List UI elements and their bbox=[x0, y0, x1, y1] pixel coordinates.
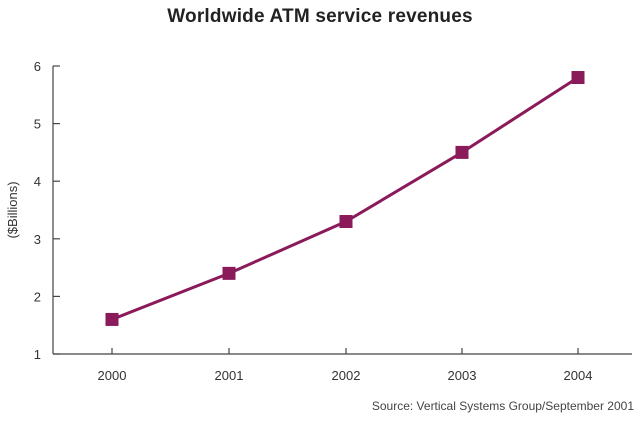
data-point-marker bbox=[222, 266, 236, 280]
data-point-marker bbox=[455, 145, 469, 159]
x-tick-label: 2002 bbox=[332, 368, 361, 383]
axes bbox=[52, 66, 632, 355]
data-point-marker bbox=[105, 312, 119, 326]
chart-title: Worldwide ATM service revenues bbox=[167, 6, 473, 27]
x-tick-label: 2001 bbox=[215, 368, 244, 383]
y-axis-ticks: 1 2 3 4 5 6 bbox=[34, 59, 60, 362]
series-line bbox=[111, 76, 579, 321]
y-tick-label: 2 bbox=[34, 289, 41, 304]
x-tick-label: 2003 bbox=[448, 368, 477, 383]
y-tick-label: 3 bbox=[34, 232, 41, 247]
x-tick-label: 2004 bbox=[564, 368, 593, 383]
y-axis-label: ($Billions) bbox=[5, 181, 20, 238]
source-note: Source: Vertical Systems Group/September… bbox=[371, 399, 634, 413]
x-tick-label: 2000 bbox=[98, 368, 127, 383]
x-axis-ticks: 2000 2001 2002 2003 2004 bbox=[98, 348, 593, 383]
data-point-marker bbox=[339, 215, 353, 229]
y-tick-label: 5 bbox=[34, 117, 41, 132]
y-tick-label: 4 bbox=[34, 174, 41, 189]
data-point-marker bbox=[571, 71, 585, 85]
y-tick-label: 1 bbox=[34, 347, 41, 362]
series-layer bbox=[105, 71, 585, 326]
y-tick-label: 6 bbox=[34, 59, 41, 74]
